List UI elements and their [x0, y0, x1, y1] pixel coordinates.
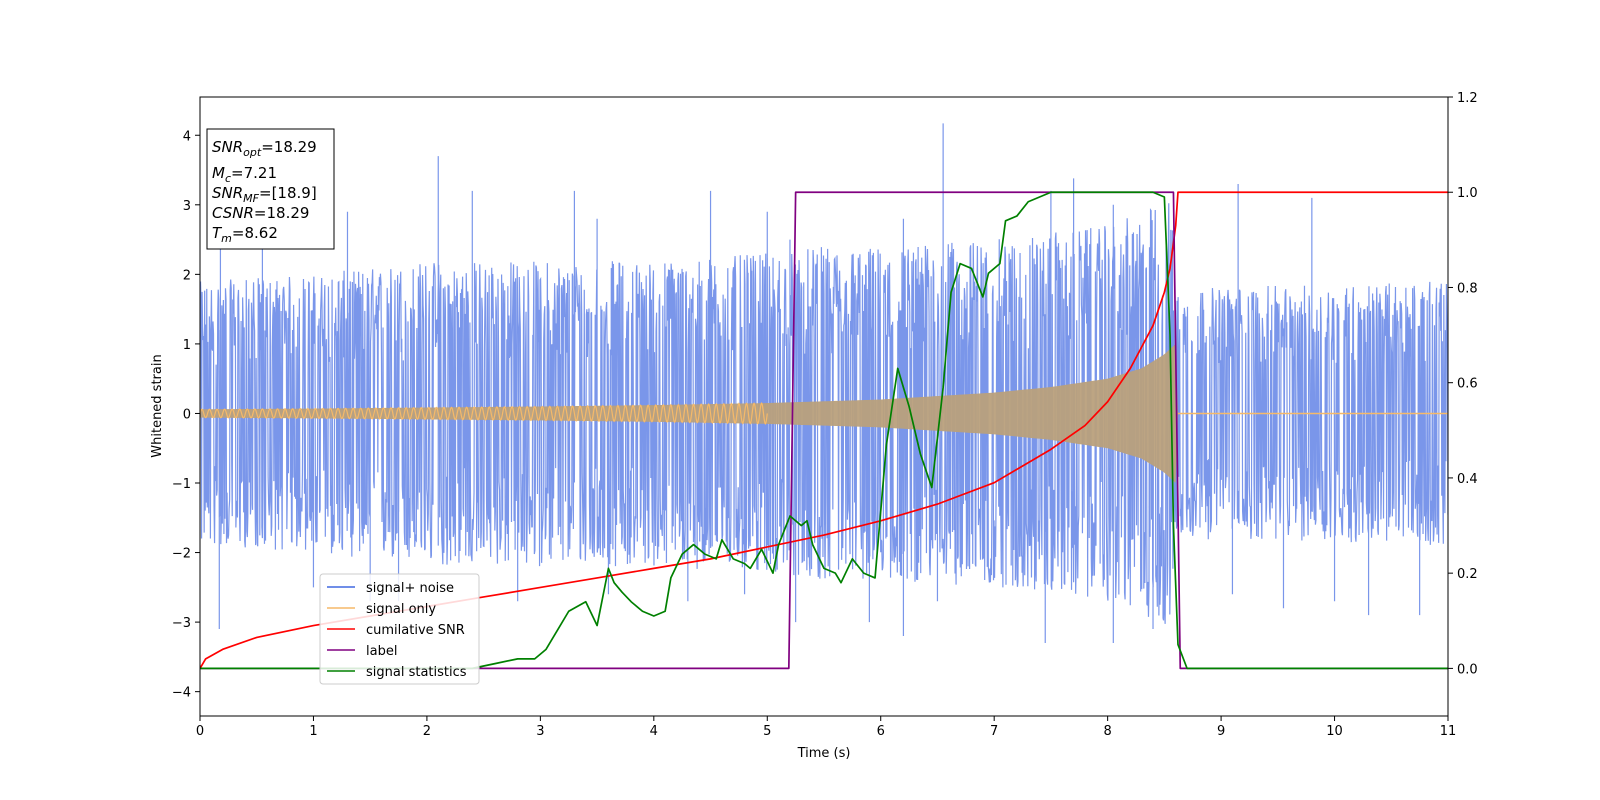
y2-tick-label: 0.6 — [1457, 377, 1478, 392]
x-tick-label: 5 — [763, 724, 771, 739]
x-tick-label: 11 — [1440, 724, 1457, 739]
info-line-tm: Tm=8.62 — [212, 224, 278, 245]
info-line-snr-mf: SNRMF=[18.9] — [212, 184, 317, 205]
x-tick-label: 1 — [309, 724, 317, 739]
legend: signal+ noise signal only cumilative SNR… — [319, 573, 480, 685]
y2-tick-label: 0.0 — [1457, 662, 1478, 677]
y2-tick-label: 0.4 — [1457, 472, 1478, 487]
x-tick-label: 0 — [196, 724, 204, 739]
legend-frame — [319, 573, 480, 685]
y2-tick-label: 0.8 — [1457, 281, 1478, 296]
info-line-csnr: CSNR=18.29 — [212, 204, 309, 222]
legend-label-label: label — [366, 644, 397, 659]
x-tick-label: 10 — [1326, 724, 1343, 739]
x-axis-label: Time (s) — [797, 746, 851, 761]
x-tick-label: 2 — [423, 724, 431, 739]
series-signal-only-envelope — [200, 344, 1178, 483]
x-tick-label: 9 — [1217, 724, 1225, 739]
y-axis-label: Whitened strain — [150, 354, 165, 457]
series-signal-noise — [200, 123, 1448, 643]
ticks-layer: 0 1 2 3 4 5 6 7 8 9 10 11 −4 −3 −2 −1 0 1 2 3 4 0.0 0.2 0.4 0.6 0… — [172, 91, 1478, 739]
y-tick-label: 2 — [183, 268, 191, 283]
legend-label-signal-noise: signal+ noise — [366, 581, 454, 596]
info-box: SNRopt=18.29 Mc=7.21 SNRMF=[18.9] CSNR=1… — [206, 128, 335, 250]
series-signal-statistics — [200, 191, 1448, 670]
info-line-snr-opt: SNRopt=18.29 — [212, 138, 317, 159]
x-tick-label: 4 — [650, 724, 658, 739]
info-line-mc: Mc=7.21 — [212, 164, 277, 185]
x-tick-label: 8 — [1103, 724, 1111, 739]
info-box-frame — [206, 128, 335, 250]
legend-label-cumulative-snr: cumilative SNR — [366, 623, 465, 638]
y-tick-label: −4 — [172, 686, 191, 701]
y2-tick-label: 0.2 — [1457, 567, 1478, 582]
y2-tick-label: 1.2 — [1457, 91, 1478, 106]
series-signal-only — [200, 401, 768, 426]
y-tick-label: 0 — [183, 407, 191, 422]
y-tick-label: −1 — [172, 477, 191, 492]
x-tick-label: 6 — [877, 724, 885, 739]
y2-tick-label: 1.0 — [1457, 186, 1478, 201]
y-tick-label: 1 — [183, 338, 191, 353]
legend-label-signal-only: signal only — [366, 602, 436, 617]
y-tick-label: −2 — [172, 547, 191, 562]
y-tick-label: 4 — [183, 129, 191, 144]
legend-label-signal-statistics: signal statistics — [366, 665, 467, 680]
plot-frame — [199, 96, 1449, 717]
y-tick-label: −3 — [172, 616, 191, 631]
x-tick-label: 3 — [536, 724, 544, 739]
x-tick-label: 7 — [990, 724, 998, 739]
y-tick-label: 3 — [183, 199, 191, 214]
